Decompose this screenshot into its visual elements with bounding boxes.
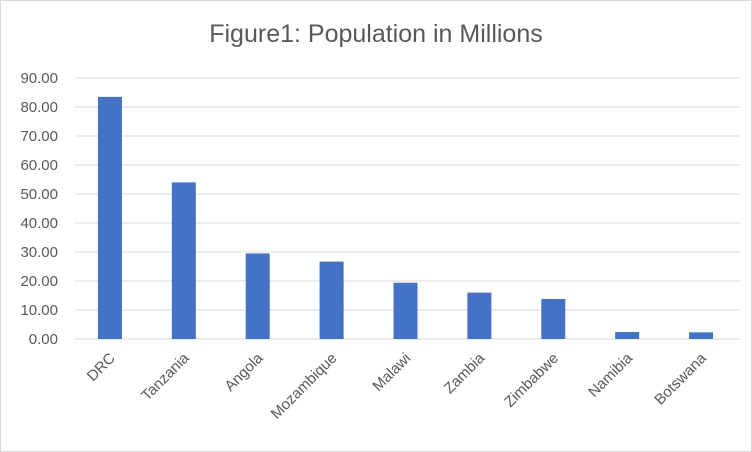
y-axis-ticks: 0.00 10.00 20.00 30.00 40.00 50.00 60.00 70.00 8… bbox=[20, 70, 58, 348]
x-tick-label: Mozambique bbox=[268, 350, 341, 423]
bar bbox=[467, 292, 492, 339]
x-tick-label: Malawi bbox=[369, 350, 414, 395]
y-tick-label: 70.00 bbox=[20, 128, 58, 145]
y-tick-label: 50.00 bbox=[20, 186, 58, 203]
bar bbox=[171, 182, 196, 339]
x-tick-label: Zimbabwe bbox=[501, 350, 562, 411]
bar bbox=[541, 298, 566, 339]
x-tick-label: Namibia bbox=[585, 349, 636, 400]
bar bbox=[97, 96, 122, 339]
x-tick-label: Botswana bbox=[651, 349, 710, 408]
bar bbox=[393, 282, 418, 339]
bars bbox=[97, 96, 714, 339]
bar bbox=[319, 261, 344, 339]
x-axis-ticks: DRC Tanzania Angola Mozambique Malawi Zambia Z… bbox=[84, 349, 711, 422]
x-tick-label: DRC bbox=[84, 350, 119, 385]
x-tick-label: Tanzania bbox=[138, 349, 193, 404]
y-tick-label: 20.00 bbox=[20, 273, 58, 290]
bar bbox=[615, 332, 640, 339]
y-tick-label: 10.00 bbox=[20, 302, 58, 319]
y-tick-label: 40.00 bbox=[20, 215, 58, 232]
y-tick-label: 0.00 bbox=[29, 331, 58, 348]
chart-title: Figure1: Population in Millions bbox=[209, 20, 543, 48]
y-tick-label: 30.00 bbox=[20, 244, 58, 261]
x-tick-label: Zambia bbox=[441, 349, 489, 397]
y-tick-label: 60.00 bbox=[20, 157, 58, 174]
bar bbox=[689, 332, 714, 339]
x-tick-label: Angola bbox=[221, 349, 267, 395]
y-tick-label: 80.00 bbox=[20, 99, 58, 116]
bar bbox=[245, 253, 270, 339]
y-tick-label: 90.00 bbox=[20, 70, 58, 87]
